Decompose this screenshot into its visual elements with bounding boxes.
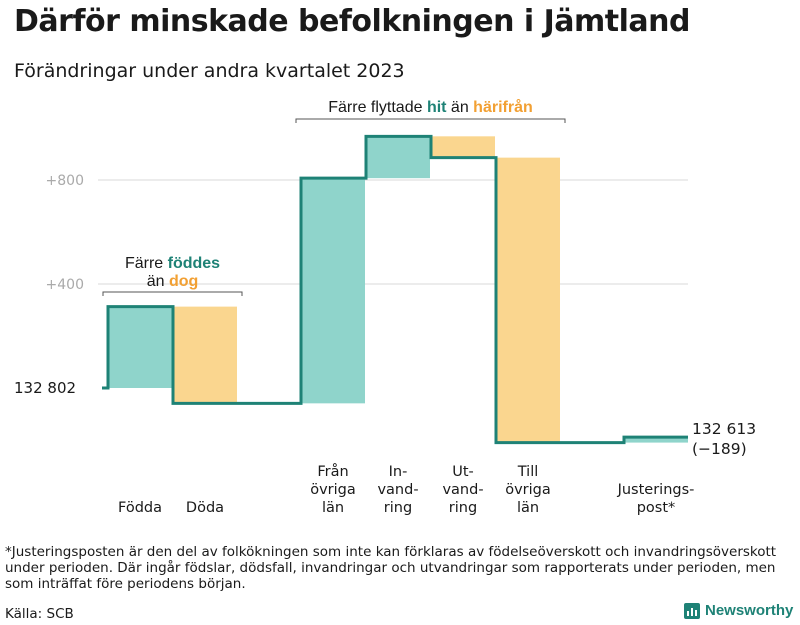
start-value-label: 132 802 <box>14 379 76 397</box>
waterfall-bar <box>496 157 560 443</box>
category-label: ring <box>449 500 477 516</box>
annotation-text-part: Färre <box>125 255 168 272</box>
annotation-text-part: än <box>147 273 169 290</box>
waterfall-bar <box>624 437 688 443</box>
annotation-text-part: Färre flyttade <box>328 99 427 116</box>
waterfall-bar <box>301 178 365 404</box>
annotation-text-part: än <box>446 99 473 116</box>
category-label: övriga <box>310 482 356 498</box>
newsworthy-logo: Newsworthy <box>684 602 793 619</box>
footnote: *Justeringsposten är den del av folkökni… <box>5 544 777 592</box>
category-label: In- <box>389 464 408 480</box>
category-label: övriga <box>505 482 551 498</box>
category-label: ring <box>384 500 412 516</box>
running-total-line <box>102 134 688 445</box>
waterfall-bar <box>108 306 172 388</box>
y-tick-label: +800 <box>46 173 84 189</box>
category-label: Från <box>317 463 348 480</box>
newsworthy-icon <box>684 602 700 619</box>
annotation-label: än dog <box>147 273 199 290</box>
waterfall-bar <box>431 136 495 158</box>
annotation-text-part: hit <box>427 99 447 116</box>
end-value-label: 132 613 <box>692 420 756 438</box>
category-label: län <box>517 500 539 516</box>
category-label: vand- <box>377 482 418 498</box>
brand-name: Newsworthy <box>705 602 794 619</box>
waterfall-chart: +400 +800 Födda Döda Från övriga län In-vand-ri… <box>14 98 756 516</box>
annotation-bracket <box>102 291 243 296</box>
source-note: Källa: SCB <box>5 606 74 622</box>
category-label: län <box>322 500 344 516</box>
end-change-label: (−189) <box>692 440 747 458</box>
annotation-label: Färre flyttade hit än härifrån <box>328 98 533 116</box>
chart-title: Därför minskade befolkningen i Jämtland <box>14 4 691 39</box>
y-tick-label: +400 <box>46 277 84 293</box>
chart-subtitle: Förändringar under andra kvartalet 2023 <box>14 60 405 82</box>
waterfall-bar <box>366 136 430 179</box>
category-label: Döda <box>186 500 224 516</box>
annotation-text-part: dog <box>169 273 198 290</box>
annotation-label: Färre föddes <box>125 255 220 272</box>
category-label: post* <box>637 500 676 516</box>
annotation-bracket <box>295 118 566 123</box>
category-label: Ut- <box>452 464 474 480</box>
waterfall-bar <box>173 306 237 404</box>
annotation-text-part: härifrån <box>473 98 533 116</box>
category-label: Till <box>517 464 539 480</box>
category-label: vand- <box>442 482 483 498</box>
category-label: Justerings- <box>617 482 695 498</box>
category-label: Födda <box>118 500 162 516</box>
annotation-text-part: föddes <box>168 255 221 272</box>
